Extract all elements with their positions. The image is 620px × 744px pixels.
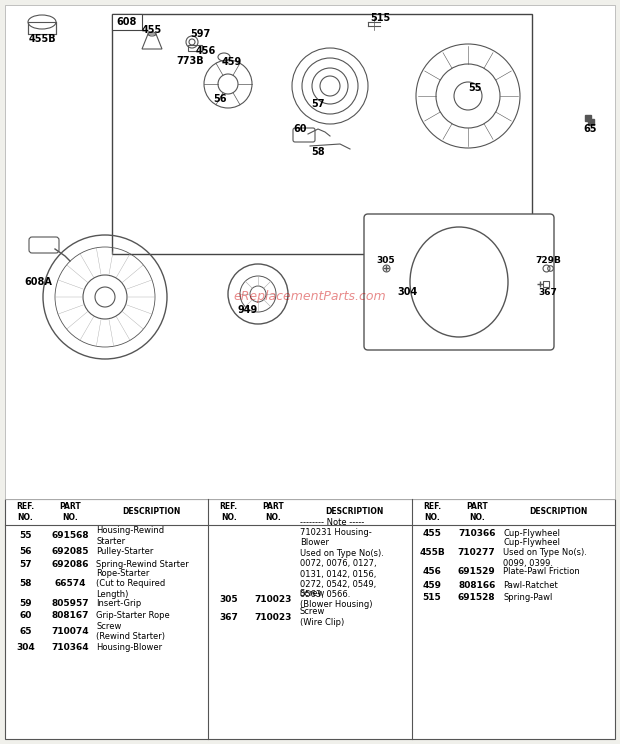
Text: 808167: 808167 bbox=[51, 612, 89, 620]
Text: 60: 60 bbox=[19, 612, 32, 620]
Bar bbox=[112, 14, 142, 30]
Text: 710366: 710366 bbox=[458, 529, 495, 538]
Text: Spring-Rewind Starter: Spring-Rewind Starter bbox=[97, 560, 189, 569]
Text: 729B: 729B bbox=[535, 255, 561, 265]
Text: 59: 59 bbox=[19, 598, 32, 608]
Text: Pulley-Starter: Pulley-Starter bbox=[97, 547, 154, 556]
Text: 455B: 455B bbox=[419, 548, 445, 557]
Text: 455: 455 bbox=[423, 529, 441, 538]
Text: 949: 949 bbox=[238, 305, 258, 315]
Text: 456: 456 bbox=[196, 46, 216, 56]
Text: Plate-Pawl Friction: Plate-Pawl Friction bbox=[503, 568, 580, 577]
Text: Screw
(Blower Housing): Screw (Blower Housing) bbox=[300, 589, 372, 609]
Bar bbox=[5, 5, 615, 499]
FancyBboxPatch shape bbox=[364, 214, 554, 350]
Text: 459: 459 bbox=[422, 580, 441, 589]
Text: Spring-Pawl: Spring-Pawl bbox=[503, 594, 552, 603]
Text: 692086: 692086 bbox=[51, 560, 89, 569]
Text: 367: 367 bbox=[539, 287, 557, 297]
Text: 305: 305 bbox=[219, 594, 238, 603]
Text: REF.
NO.: REF. NO. bbox=[423, 502, 441, 522]
Text: Rope-Starter
(Cut to Required
Length): Rope-Starter (Cut to Required Length) bbox=[97, 569, 166, 599]
Text: 367: 367 bbox=[219, 612, 238, 621]
Text: 455B: 455B bbox=[28, 34, 56, 44]
Text: 65: 65 bbox=[583, 124, 596, 134]
Text: Insert-Grip: Insert-Grip bbox=[97, 598, 142, 608]
Text: 455: 455 bbox=[142, 25, 162, 35]
Text: Housing-Rewind
Starter: Housing-Rewind Starter bbox=[97, 526, 164, 545]
Text: 597: 597 bbox=[190, 29, 210, 39]
Text: 710023: 710023 bbox=[255, 594, 292, 603]
Text: Housing-Blower: Housing-Blower bbox=[97, 643, 162, 652]
Text: 608: 608 bbox=[117, 17, 137, 27]
Text: 691528: 691528 bbox=[458, 594, 495, 603]
Text: PART
NO.: PART NO. bbox=[59, 502, 81, 522]
Text: 710074: 710074 bbox=[51, 627, 89, 636]
Text: Cup-Flywheel: Cup-Flywheel bbox=[503, 529, 560, 538]
Bar bbox=[5, 499, 615, 739]
Text: 456: 456 bbox=[423, 568, 441, 577]
Text: 710364: 710364 bbox=[51, 643, 89, 652]
Text: 691529: 691529 bbox=[458, 568, 495, 577]
Text: 608A: 608A bbox=[24, 277, 52, 287]
Text: 515: 515 bbox=[423, 594, 441, 603]
Text: PART
NO.: PART NO. bbox=[466, 502, 487, 522]
Text: 515: 515 bbox=[370, 13, 390, 23]
Text: 805957: 805957 bbox=[51, 598, 89, 608]
Text: PART
NO.: PART NO. bbox=[262, 502, 285, 522]
Text: 710277: 710277 bbox=[458, 548, 495, 557]
Text: REF.
NO.: REF. NO. bbox=[16, 502, 34, 522]
Text: DESCRIPTION: DESCRIPTION bbox=[122, 507, 180, 516]
Text: 55: 55 bbox=[468, 83, 482, 93]
FancyBboxPatch shape bbox=[293, 128, 315, 142]
Text: DESCRIPTION: DESCRIPTION bbox=[326, 507, 384, 516]
FancyBboxPatch shape bbox=[29, 237, 59, 253]
Text: 57: 57 bbox=[311, 99, 325, 109]
Text: 710023: 710023 bbox=[255, 612, 292, 621]
Text: 58: 58 bbox=[311, 147, 325, 157]
Text: 459: 459 bbox=[222, 57, 242, 67]
Text: 305: 305 bbox=[377, 255, 396, 265]
Text: 58: 58 bbox=[19, 580, 32, 589]
Text: 65: 65 bbox=[19, 627, 32, 636]
Text: 773B: 773B bbox=[176, 56, 204, 66]
Text: eReplacementParts.com: eReplacementParts.com bbox=[234, 289, 386, 303]
Text: Pawl-Ratchet: Pawl-Ratchet bbox=[503, 580, 558, 589]
Text: Cup-Flywheel
Used on Type No(s).
0099, 0399.: Cup-Flywheel Used on Type No(s). 0099, 0… bbox=[503, 538, 587, 568]
Text: 56: 56 bbox=[19, 547, 32, 556]
Text: 691568: 691568 bbox=[51, 531, 89, 540]
Text: -------- Note -----
710231 Housing-
Blower
Used on Type No(s).
0072, 0076, 0127,: -------- Note ----- 710231 Housing- Blow… bbox=[300, 518, 384, 600]
Text: Screw
(Wire Clip): Screw (Wire Clip) bbox=[300, 607, 344, 626]
Text: 692085: 692085 bbox=[51, 547, 89, 556]
Bar bbox=[28, 22, 56, 34]
Text: 57: 57 bbox=[19, 560, 32, 569]
Text: 66574: 66574 bbox=[55, 580, 86, 589]
Text: 60: 60 bbox=[293, 124, 307, 134]
Bar bbox=[188, 45, 202, 51]
Text: 304: 304 bbox=[16, 643, 35, 652]
Text: 56: 56 bbox=[213, 94, 227, 104]
Bar bbox=[112, 14, 532, 254]
Text: Grip-Starter Rope: Grip-Starter Rope bbox=[97, 612, 170, 620]
Text: Screw
(Rewind Starter): Screw (Rewind Starter) bbox=[97, 622, 166, 641]
Text: REF.
NO.: REF. NO. bbox=[219, 502, 237, 522]
Text: DESCRIPTION: DESCRIPTION bbox=[529, 507, 587, 516]
Text: 55: 55 bbox=[19, 531, 32, 540]
Text: 808166: 808166 bbox=[458, 580, 495, 589]
Text: 304: 304 bbox=[398, 287, 418, 297]
